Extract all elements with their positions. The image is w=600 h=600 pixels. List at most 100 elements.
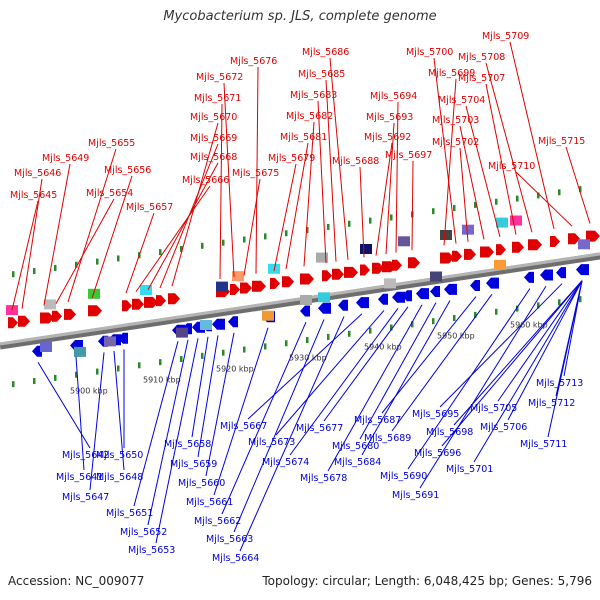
scale-dot (348, 220, 351, 227)
forward-leader-line (255, 66, 259, 274)
gene-feature-box (430, 271, 442, 282)
scale-dot (222, 239, 225, 246)
reverse-leader-line (381, 296, 477, 414)
reverse-gene-arrow (524, 271, 534, 283)
forward-gene-arrow (372, 262, 384, 274)
scale-dot (432, 208, 435, 215)
forward-leader-line (411, 160, 414, 251)
gene-feature-box (494, 259, 506, 270)
reverse-leader-line (213, 327, 269, 496)
scale-dot (75, 261, 78, 268)
reverse-gene-label: Mjls_5648 (96, 472, 143, 483)
forward-gene-label: Mjls_5666 (182, 175, 229, 186)
forward-leader-line (565, 146, 591, 224)
feature-layer (6, 215, 600, 357)
scale-dot (54, 374, 57, 381)
forward-gene-arrow (64, 308, 76, 320)
forward-gene-arrow (344, 266, 358, 278)
reverse-gene-arrow (212, 318, 225, 330)
reverse-leader-line (555, 280, 583, 397)
scale-dot (243, 346, 246, 353)
reverse-gene-label: Mjls_5663 (206, 534, 253, 545)
forward-leader-line (459, 147, 469, 242)
reverse-gene-arrow (118, 332, 128, 344)
scale-dot (264, 233, 267, 240)
reverse-gene-arrow (228, 316, 238, 328)
gene-feature-box (440, 230, 452, 240)
reverse-gene-label: Mjls_5689 (364, 433, 411, 444)
forward-gene-label: Mjls_5681 (280, 132, 327, 143)
forward-gene-label: Mjls_5703 (432, 115, 479, 126)
reverse-leader-line (233, 319, 325, 533)
forward-gene-label: Mjls_5707 (458, 73, 505, 84)
gene-feature-box (578, 239, 590, 250)
reverse-gene-label: Mjls_5711 (520, 439, 567, 450)
forward-gene-arrow (512, 241, 524, 253)
scale-dot (390, 324, 393, 331)
accession-text: Accession: NC_009077 (8, 574, 145, 588)
gene-feature-box (300, 295, 312, 305)
reverse-gene-label: Mjls_5695 (412, 409, 459, 420)
reverse-gene-arrow (338, 299, 348, 311)
forward-gene-label: Mjls_5655 (88, 138, 135, 149)
forward-gene-label: Mjls_5694 (370, 91, 417, 102)
gene-feature-box (104, 336, 116, 347)
forward-leader-line (485, 83, 517, 235)
scale-dot (12, 271, 15, 278)
forward-gene-arrow (230, 284, 240, 295)
scale-dot (96, 368, 99, 375)
reverse-gene-label: Mjls_5691 (392, 490, 439, 501)
forward-leader-line (485, 62, 533, 233)
leader-layer (11, 41, 591, 552)
scale-dot (243, 236, 246, 243)
forward-gene-label: Mjls_5657 (126, 202, 173, 213)
forward-leader-line (171, 122, 219, 287)
forward-gene-arrow (240, 282, 252, 294)
forward-gene-arrow (168, 293, 180, 305)
scale-dot (33, 378, 36, 385)
forward-gene-arrow (322, 270, 332, 282)
forward-gene-arrow (270, 278, 280, 289)
forward-gene-label: Mjls_5656 (104, 165, 151, 176)
scale-dot (159, 249, 162, 256)
forward-gene-arrow (156, 295, 166, 307)
scale-dot (12, 381, 15, 388)
gene-feature-box (262, 310, 274, 321)
forward-gene-label: Mjls_5683 (290, 90, 337, 101)
reverse-gene-label: Mjls_5651 (106, 508, 153, 519)
forward-leader-line (509, 41, 555, 230)
forward-gene-label: Mjls_5692 (364, 132, 411, 143)
reverse-leader-line (453, 280, 583, 426)
forward-leader-line (159, 143, 219, 289)
reverse-leader-line (275, 310, 385, 436)
reverse-gene-label: Mjls_5706 (480, 422, 527, 433)
reverse-gene-label: Mjls_5705 (470, 403, 517, 414)
reverse-leader-line (197, 335, 219, 458)
gene-feature-box (398, 236, 410, 247)
forward-gene-arrow (252, 280, 266, 292)
forward-leader-line (43, 163, 71, 306)
reverse-leader-line (419, 285, 547, 489)
scale-dot (537, 192, 540, 199)
forward-gene-label: Mjls_5699 (428, 68, 475, 79)
reverse-leader-line (155, 338, 199, 544)
reverse-gene-label: Mjls_5653 (128, 545, 175, 556)
scale-dot (306, 337, 309, 344)
forward-gene-label: Mjls_5649 (42, 153, 89, 164)
forward-gene-arrow (88, 305, 102, 317)
gene-feature-box (40, 342, 52, 352)
scale-dot (180, 356, 183, 362)
forward-leader-line (433, 57, 457, 244)
forward-leader-line (395, 101, 399, 253)
forward-gene-arrow (8, 317, 18, 329)
gene-feature-box (360, 244, 372, 254)
gene-feature-box (496, 217, 508, 228)
reverse-gene-label: Mjls_5690 (380, 471, 427, 482)
scale-dot (264, 343, 267, 350)
forward-gene-label: Mjls_5709 (482, 31, 529, 42)
reverse-gene-label: Mjls_5684 (334, 457, 381, 468)
reverse-gene-arrow (32, 345, 42, 357)
scale-dot (327, 223, 330, 230)
scale-dot (474, 311, 477, 318)
